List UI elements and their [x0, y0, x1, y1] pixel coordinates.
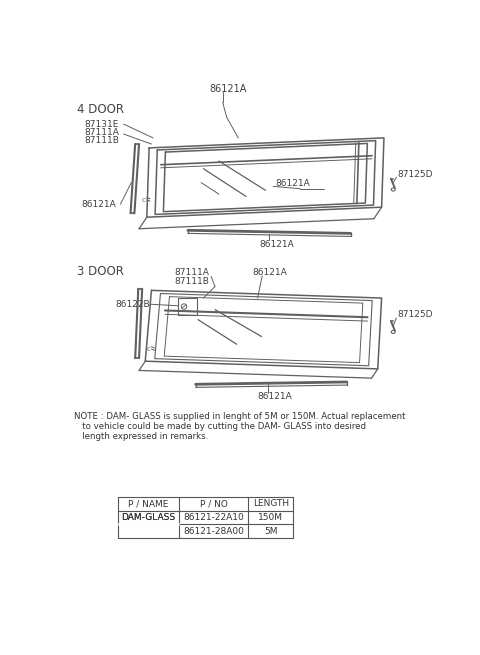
Text: 86121A: 86121A: [82, 200, 117, 208]
Text: 86121-28A00: 86121-28A00: [183, 527, 244, 536]
Text: DAM-GLASS: DAM-GLASS: [121, 513, 175, 522]
Text: LENGTH: LENGTH: [253, 499, 289, 508]
Text: 4 DOOR: 4 DOOR: [77, 103, 124, 116]
Text: P / NO: P / NO: [200, 499, 228, 508]
Text: 87131E: 87131E: [85, 119, 119, 128]
Text: P / NAME: P / NAME: [128, 499, 168, 508]
Text: 87125D: 87125D: [397, 170, 432, 179]
Text: 86121A: 86121A: [276, 179, 310, 188]
Text: to vehicle could be made by cutting the DAM- GLASS into desired: to vehicle could be made by cutting the …: [74, 422, 366, 431]
Text: 5M: 5M: [264, 527, 277, 536]
Text: 87111A: 87111A: [175, 268, 210, 277]
Text: NOTE : DAM- GLASS is supplied in lenght of 5M or 150M. Actual replacement: NOTE : DAM- GLASS is supplied in lenght …: [74, 412, 406, 421]
Text: 87125D: 87125D: [397, 310, 432, 320]
Text: 86121A: 86121A: [259, 240, 294, 249]
Text: 86121A: 86121A: [252, 268, 287, 277]
Text: 86121A: 86121A: [258, 392, 292, 401]
Text: 86121A: 86121A: [210, 84, 247, 94]
Text: 150M: 150M: [258, 513, 283, 522]
Text: c: c: [146, 346, 150, 352]
Text: c: c: [142, 197, 145, 203]
Text: DAM-GLASS: DAM-GLASS: [121, 513, 175, 522]
Text: 86122B: 86122B: [116, 300, 150, 309]
Bar: [178, 298, 197, 315]
Text: 87111A: 87111A: [85, 128, 120, 137]
Text: 87111B: 87111B: [85, 136, 120, 145]
Text: 87111B: 87111B: [175, 276, 210, 286]
Text: 86121-22A10: 86121-22A10: [183, 513, 244, 522]
Text: length expressed in remarks.: length expressed in remarks.: [74, 432, 208, 441]
Text: 3 DOOR: 3 DOOR: [77, 265, 124, 278]
